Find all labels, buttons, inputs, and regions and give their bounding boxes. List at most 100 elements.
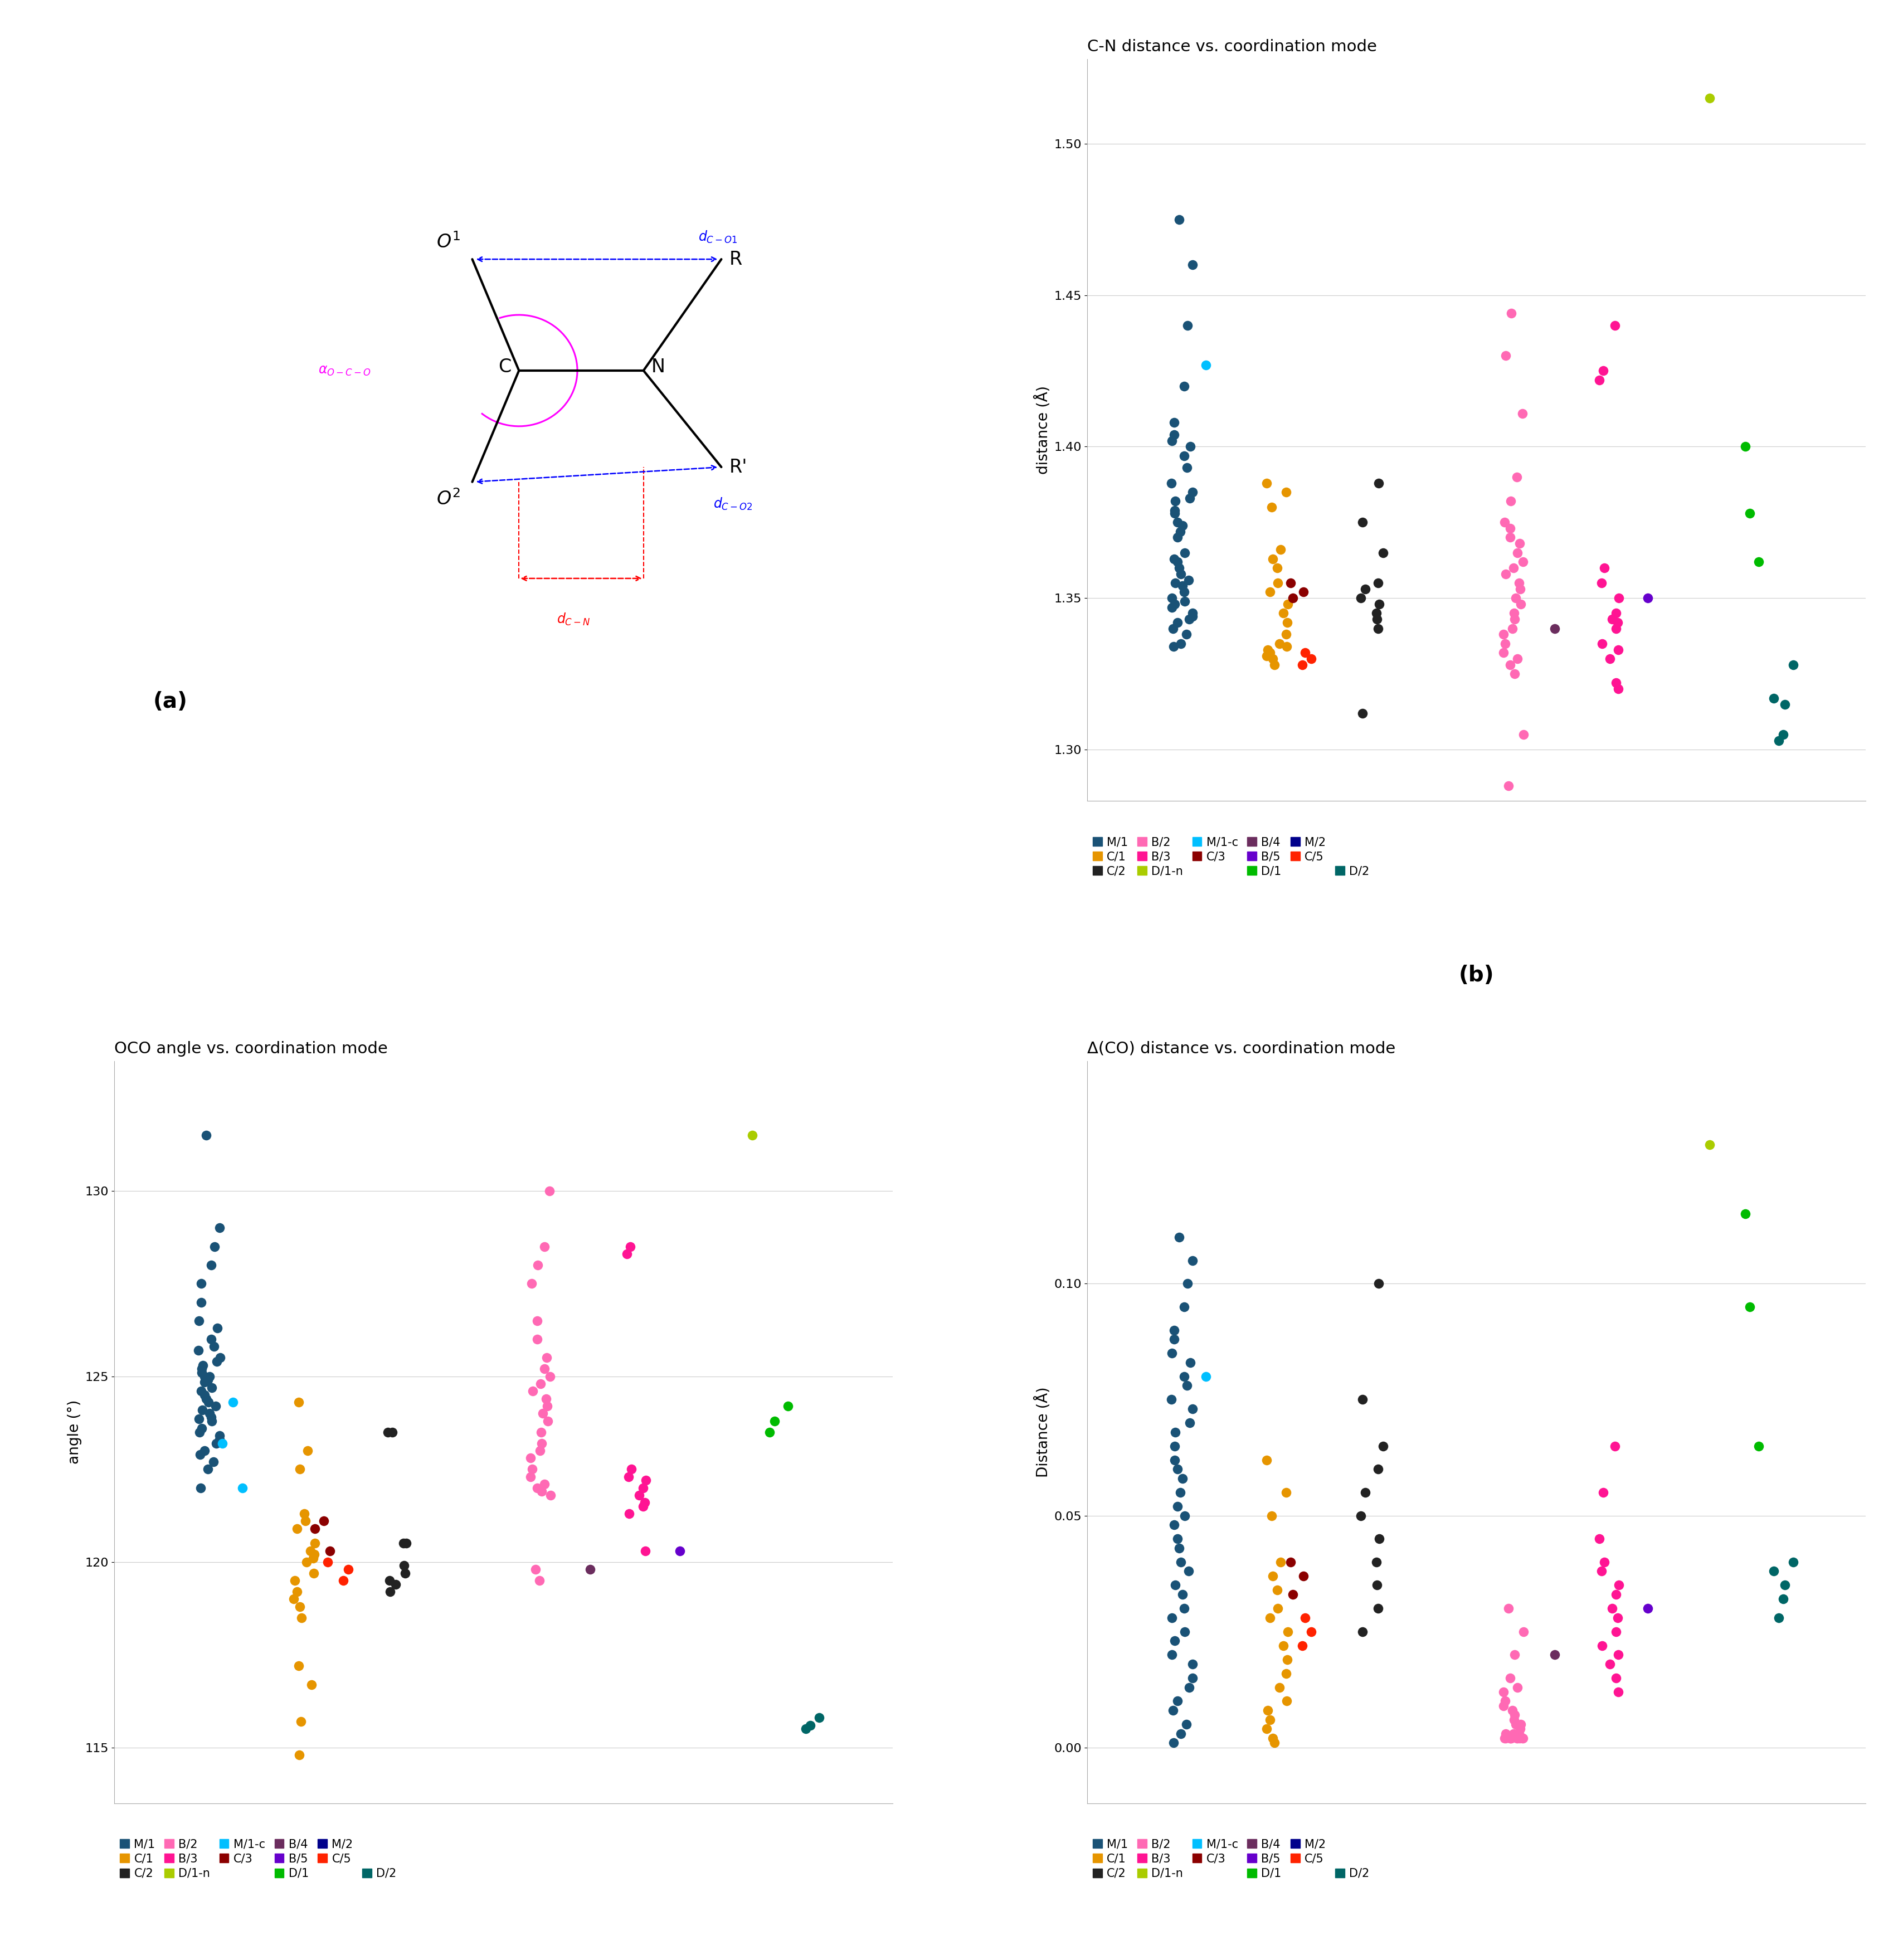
Point (1271, 631, 1302, 662)
Point (1494, 1723, 1524, 1754)
Point (1501, 1672, 1532, 1703)
Point (1260, 1727, 1290, 1758)
Legend: M/1, C/1, C/2, B/2, B/3, D/1-n, M/1-c, C/3, , B/4, B/5, D/1, M/2, C/5, , , , D/2: M/1, C/1, C/2, B/2, B/3, D/1-n, M/1-c, C… (120, 1838, 396, 1880)
Point (1501, 1723, 1532, 1754)
Point (1507, 1723, 1538, 1754)
Point (624, 1480, 655, 1511)
Point (186, 1286, 217, 1317)
Point (186, 1268, 217, 1299)
Point (1165, 1476, 1195, 1507)
Point (1363, 588, 1393, 619)
Point (1296, 643, 1326, 674)
Point (1290, 637, 1321, 668)
Point (1161, 521, 1191, 553)
Point (1361, 604, 1391, 635)
Point (1488, 1676, 1519, 1707)
Point (204, 1421, 234, 1452)
Point (1494, 1593, 1524, 1625)
Point (1267, 598, 1298, 629)
Point (200, 1390, 230, 1421)
Point (1178, 1662, 1208, 1693)
Point (1157, 631, 1187, 662)
Point (1163, 204, 1193, 235)
Point (1540, 1639, 1570, 1670)
Point (299, 1513, 329, 1544)
Point (516, 1268, 546, 1299)
Point (1501, 643, 1532, 674)
Text: (a): (a) (152, 690, 188, 711)
Point (628, 1472, 658, 1503)
Point (1271, 1686, 1302, 1717)
Point (518, 1376, 548, 1407)
Point (1288, 576, 1319, 608)
Point (1157, 1337, 1187, 1368)
Point (1501, 1723, 1532, 1754)
Point (1170, 453, 1201, 484)
Point (1490, 1717, 1520, 1748)
Point (1602, 1601, 1633, 1633)
Point (285, 1592, 316, 1623)
Point (525, 1476, 556, 1507)
Point (280, 1564, 310, 1595)
Point (1159, 566, 1189, 598)
Point (1277, 582, 1307, 613)
Point (1262, 1593, 1292, 1625)
Text: $d_{C-O1}$: $d_{C-O1}$ (698, 229, 736, 245)
Point (1161, 547, 1191, 578)
Point (1734, 1292, 1764, 1323)
Text: $\alpha_{O-C-O}$: $\alpha_{O-C-O}$ (318, 365, 371, 376)
Text: (b): (b) (1458, 964, 1494, 986)
Text: R': R' (729, 459, 748, 476)
Point (1157, 613, 1187, 645)
Point (1490, 627, 1520, 659)
Point (1163, 1454, 1193, 1486)
Point (1505, 574, 1536, 606)
Point (1599, 310, 1629, 341)
Point (1157, 1601, 1187, 1633)
Point (1363, 1454, 1393, 1486)
Point (1262, 1574, 1292, 1605)
Point (1633, 1593, 1663, 1625)
Point (185, 1417, 215, 1448)
Point (291, 1546, 322, 1578)
Point (1157, 592, 1187, 623)
Point (204, 1423, 234, 1454)
Point (1507, 1723, 1538, 1754)
Point (1189, 349, 1220, 380)
Point (1587, 355, 1618, 386)
Point (527, 1427, 558, 1458)
Point (1168, 1593, 1199, 1625)
Point (1583, 1523, 1614, 1554)
Point (1157, 582, 1187, 613)
Point (190, 1119, 221, 1151)
Point (198, 1446, 228, 1478)
Point (1250, 1713, 1281, 1744)
Point (1256, 492, 1286, 523)
Point (289, 1497, 320, 1529)
Point (200, 1231, 230, 1262)
Point (282, 1576, 312, 1607)
Point (1505, 588, 1536, 619)
Point (1500, 1639, 1530, 1670)
Point (1585, 566, 1616, 598)
Text: $d_{C-N}$: $d_{C-N}$ (556, 612, 590, 627)
Point (1286, 649, 1317, 680)
Point (759, 1405, 790, 1437)
Point (1540, 613, 1570, 645)
Point (1494, 1662, 1524, 1693)
Point (1170, 619, 1201, 651)
Point (278, 1584, 308, 1615)
Point (196, 1372, 226, 1403)
Point (1363, 1268, 1393, 1299)
Point (1494, 649, 1524, 680)
Point (1165, 627, 1195, 659)
Point (1260, 649, 1290, 680)
Point (1163, 1221, 1193, 1252)
Point (1163, 608, 1193, 639)
Point (1589, 553, 1619, 584)
Point (1770, 688, 1800, 719)
Point (1174, 1347, 1205, 1378)
Point (1172, 1268, 1203, 1299)
Point (1583, 365, 1614, 396)
Point (196, 1405, 226, 1437)
